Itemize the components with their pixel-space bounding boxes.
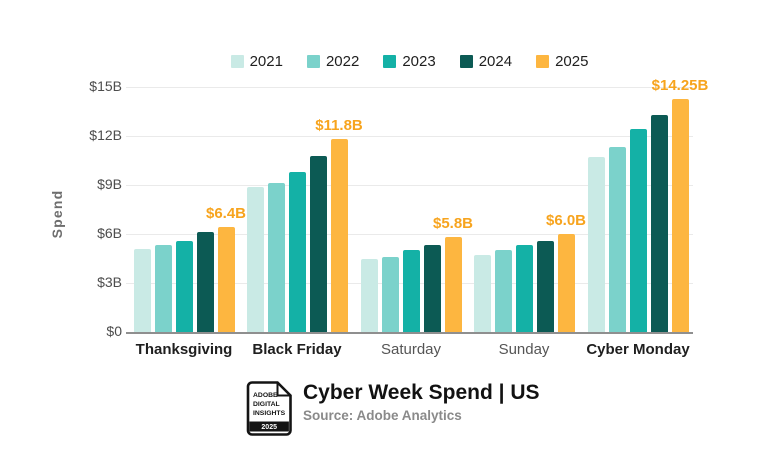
y-tick-label: $15B bbox=[89, 78, 122, 94]
bar-value-label: $6.4B bbox=[205, 205, 247, 223]
bar-2025 bbox=[672, 99, 689, 332]
bar-2023 bbox=[176, 240, 193, 332]
bar-2021 bbox=[134, 248, 151, 332]
x-axis-label: Cyber Monday bbox=[586, 341, 690, 358]
bar-2025 bbox=[331, 139, 348, 332]
bar-2022 bbox=[382, 256, 399, 332]
chart-title: Cyber Week Spend | US bbox=[303, 381, 540, 404]
x-axis-label: Black Friday bbox=[252, 341, 342, 358]
bar-2021 bbox=[474, 255, 491, 332]
logo-year-ribbon bbox=[249, 421, 289, 432]
legend-item-2023: 2023 bbox=[383, 53, 436, 70]
gridline bbox=[126, 86, 693, 88]
chart-source: Source: Adobe Analytics bbox=[303, 408, 462, 424]
bar-2023 bbox=[630, 129, 647, 332]
legend-label: 2024 bbox=[478, 53, 513, 70]
bar-2023 bbox=[516, 245, 533, 332]
legend-item-2021: 2021 bbox=[230, 53, 283, 70]
logo-line-1: ADOBE bbox=[253, 392, 278, 399]
legend-item-2022: 2022 bbox=[306, 53, 360, 70]
bar-2024 bbox=[424, 245, 441, 332]
y-tick-label: $6B bbox=[97, 225, 122, 241]
legend-item-2024: 2024 bbox=[459, 53, 513, 70]
y-tick-label: $12B bbox=[89, 127, 122, 143]
bar-group: $6.4B bbox=[134, 205, 246, 332]
legend-item-2025: 2025 bbox=[536, 53, 588, 70]
bar-2025 bbox=[445, 237, 462, 332]
adobe-digital-insights-logo-icon: ADOBE DIGITAL INSIGHTS 2025 bbox=[246, 381, 292, 436]
bar-2024 bbox=[537, 240, 554, 332]
legend-label: 2023 bbox=[402, 53, 436, 70]
logo-line-3: INSIGHTS bbox=[253, 410, 286, 417]
x-axis-line bbox=[126, 332, 693, 334]
x-axis: Thanksgiving Black Friday Saturday Sunday Cy… bbox=[126, 341, 693, 361]
bar-2025 bbox=[558, 234, 575, 332]
bar-2022 bbox=[495, 250, 512, 332]
gridline bbox=[126, 233, 693, 235]
bar-value-label: $14.25B bbox=[651, 77, 709, 95]
bar-value-label: $5.8B bbox=[432, 215, 474, 233]
bar-group: $6.0B bbox=[474, 212, 586, 332]
bar-2024 bbox=[651, 114, 668, 332]
legend-swatch-icon bbox=[536, 55, 550, 68]
bar-2024 bbox=[310, 155, 327, 332]
y-tick-label: $9B bbox=[97, 176, 122, 192]
bar-group: $14.25B bbox=[588, 77, 708, 332]
bar-group: $11.8B bbox=[247, 117, 363, 332]
bar-2022 bbox=[609, 147, 626, 332]
bar-2022 bbox=[155, 245, 172, 332]
bar-2023 bbox=[289, 171, 306, 332]
bar-value-label: $6.0B bbox=[545, 212, 587, 229]
legend-swatch-icon bbox=[383, 55, 397, 68]
bar-2025 bbox=[218, 227, 235, 332]
footer-text: Cyber Week Spend | US Source: Adobe Anal… bbox=[303, 380, 540, 423]
logo-year: 2025 bbox=[261, 424, 277, 431]
plot-area: $6.4B $11.8B $5.8B $6.0B $14.25B bbox=[126, 77, 708, 334]
bar-2021 bbox=[588, 157, 605, 332]
legend-swatch-icon bbox=[306, 55, 320, 68]
bar-2023 bbox=[403, 250, 420, 332]
legend-label: 2021 bbox=[249, 53, 283, 70]
logo-folded-corner bbox=[276, 382, 291, 397]
y-axis: $15B $12B $9B $6B $3B $0 bbox=[38, 78, 122, 339]
x-axis-label: Sunday bbox=[498, 341, 550, 358]
legend-swatch-icon bbox=[459, 55, 473, 68]
legend-swatch-icon bbox=[230, 55, 244, 68]
bar-value-label: $11.8B bbox=[315, 117, 363, 135]
y-tick-label: $3B bbox=[97, 274, 122, 290]
footer: ADOBE DIGITAL INSIGHTS 2025 Cyber Week S… bbox=[245, 380, 540, 437]
bar-2022 bbox=[268, 183, 285, 332]
bar-group: $5.8B bbox=[361, 215, 473, 332]
gridline bbox=[126, 184, 693, 186]
x-axis-label: Saturday bbox=[380, 341, 442, 358]
y-tick-label: $0 bbox=[106, 323, 122, 339]
bar-2024 bbox=[197, 232, 214, 332]
bar-2021 bbox=[247, 186, 264, 332]
legend-label: 2025 bbox=[555, 53, 589, 70]
legend-label: 2022 bbox=[325, 53, 360, 70]
gridline bbox=[126, 135, 693, 137]
x-axis-label: Thanksgiving bbox=[135, 341, 233, 358]
chart-legend: 2021 2022 2023 2024 2025 bbox=[126, 53, 693, 70]
bar-2021 bbox=[361, 258, 378, 332]
logo-line-2: DIGITAL bbox=[253, 401, 280, 408]
